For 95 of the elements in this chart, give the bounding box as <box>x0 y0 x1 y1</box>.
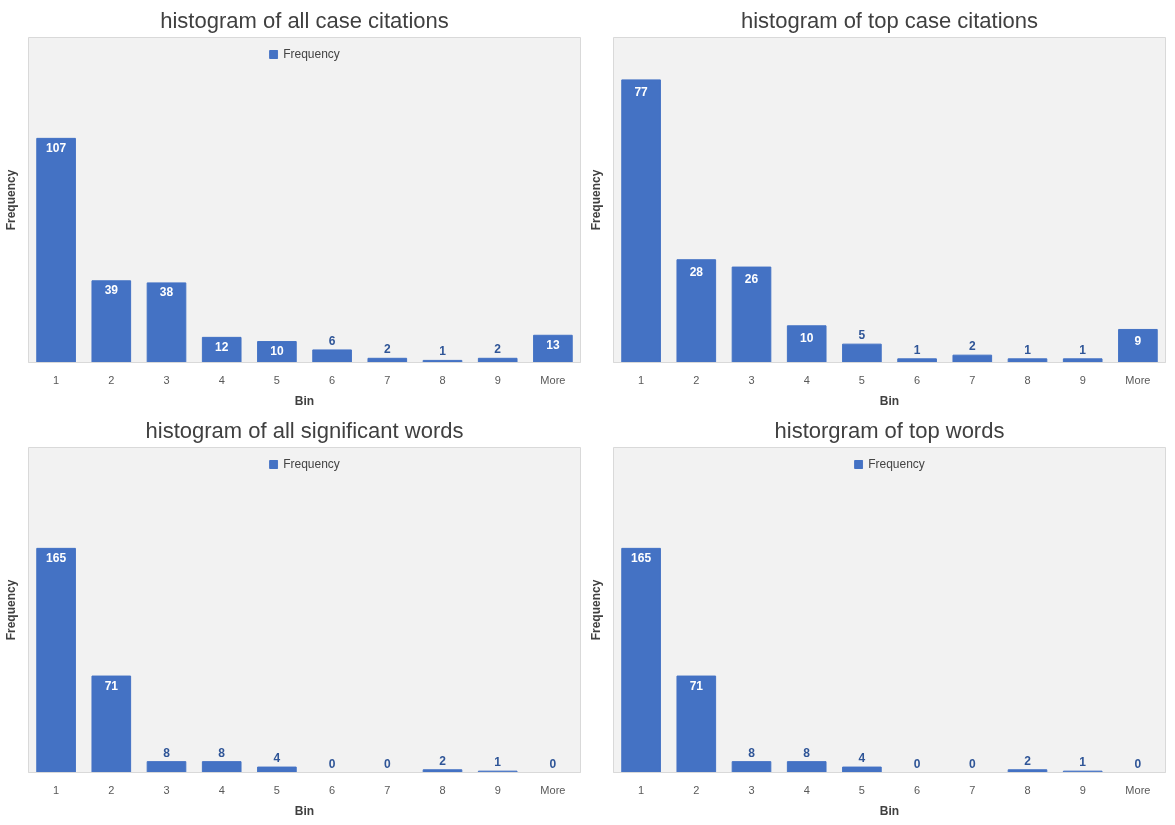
data-label: 4 <box>858 751 866 766</box>
data-label: 28 <box>689 264 704 279</box>
data-label: 0 <box>913 756 921 771</box>
x-tick-label: 6 <box>914 373 921 386</box>
y-axis-title: Frequency <box>588 169 603 231</box>
x-tick-label: 9 <box>1079 783 1086 796</box>
data-label: 1 <box>494 755 502 770</box>
data-label: 10 <box>270 344 284 359</box>
x-tick-label: 5 <box>858 373 865 386</box>
x-tick-label: 6 <box>914 783 921 796</box>
data-label: 71 <box>104 678 119 693</box>
data-label: 8 <box>218 745 226 760</box>
x-tick-label: 9 <box>494 783 501 796</box>
x-tick-label: 2 <box>108 373 115 386</box>
data-label: 0 <box>328 756 336 771</box>
data-label: 12 <box>215 339 229 354</box>
x-tick-label: 5 <box>858 783 865 796</box>
x-tick-label: More <box>540 783 566 796</box>
x-tick-label: 2 <box>693 783 700 796</box>
data-label: 165 <box>631 550 652 565</box>
x-tick-label: 7 <box>384 373 391 386</box>
x-tick-label: 4 <box>218 373 225 386</box>
x-tick-label: 3 <box>163 373 170 386</box>
data-label: 71 <box>689 678 704 693</box>
x-tick-label: More <box>1125 783 1151 796</box>
data-label: 5 <box>858 328 866 343</box>
data-label: 8 <box>163 745 171 760</box>
x-tick-label: 1 <box>53 783 60 796</box>
chart-title: histogram of all case citations <box>160 7 449 33</box>
data-label: 1 <box>439 344 447 359</box>
x-tick-label: 8 <box>1024 783 1031 796</box>
x-axis-title: Bin <box>294 393 315 408</box>
x-tick-label: 7 <box>384 783 391 796</box>
data-label: 0 <box>549 756 557 771</box>
y-axis-title: Frequency <box>3 169 18 231</box>
legend-label: Frequency <box>283 47 340 61</box>
data-label: 8 <box>748 745 756 760</box>
x-tick-label: 2 <box>693 373 700 386</box>
x-tick-label: 9 <box>1079 373 1086 386</box>
data-label: 2 <box>439 753 447 768</box>
x-tick-label: 9 <box>494 373 501 386</box>
x-tick-label: 5 <box>273 783 280 796</box>
data-label: 2 <box>1024 753 1032 768</box>
x-tick-label: 1 <box>53 373 60 386</box>
data-label: 2 <box>494 342 502 357</box>
x-tick-label: 6 <box>329 783 336 796</box>
x-tick-label: 8 <box>439 783 446 796</box>
data-label: 107 <box>46 140 67 155</box>
x-tick-label: 8 <box>439 373 446 386</box>
data-label: 13 <box>546 337 560 352</box>
x-tick-label: 4 <box>803 373 810 386</box>
data-label: 6 <box>328 333 336 348</box>
data-label: 8 <box>803 745 811 760</box>
data-label: 0 <box>968 756 976 771</box>
x-axis-title: Bin <box>294 803 315 818</box>
chart-title: histogram of all significant words <box>145 417 464 443</box>
x-tick-label: 6 <box>329 373 336 386</box>
data-label: 9 <box>1134 334 1142 349</box>
x-tick-label: 3 <box>163 783 170 796</box>
data-label: 0 <box>383 756 391 771</box>
x-tick-label: 2 <box>108 783 115 796</box>
legend-label: Frequency <box>868 457 925 471</box>
data-label: 2 <box>968 339 976 354</box>
x-axis-title: Bin <box>879 393 900 408</box>
x-tick-label: 1 <box>638 373 645 386</box>
x-tick-label: 1 <box>638 783 645 796</box>
data-label: 1 <box>913 342 921 357</box>
data-label: 1 <box>1024 342 1032 357</box>
data-label: 4 <box>273 751 281 766</box>
data-label: 10 <box>800 330 814 345</box>
data-label: 39 <box>104 283 119 298</box>
data-label: 1 <box>1079 342 1087 357</box>
data-label: 1 <box>1079 755 1087 770</box>
y-axis-title: Frequency <box>588 579 603 641</box>
chart-title: histogram of top case citations <box>740 7 1039 33</box>
x-tick-label: More <box>1125 373 1151 386</box>
legend-label: Frequency <box>283 457 340 471</box>
x-tick-label: 3 <box>748 373 755 386</box>
data-label: 165 <box>46 550 67 565</box>
data-label: 38 <box>159 285 174 300</box>
data-label: 2 <box>383 342 391 357</box>
data-label: 77 <box>634 84 649 99</box>
x-tick-label: 7 <box>969 373 976 386</box>
x-tick-label: 4 <box>218 783 225 796</box>
data-label: 0 <box>1134 756 1142 771</box>
data-label: 26 <box>744 271 759 286</box>
x-tick-label: 4 <box>803 783 810 796</box>
x-tick-label: 8 <box>1024 373 1031 386</box>
x-tick-label: More <box>540 373 566 386</box>
x-tick-label: 7 <box>969 783 976 796</box>
chart-title: historgram of top words <box>774 417 1005 443</box>
x-axis-title: Bin <box>879 803 900 818</box>
y-axis-title: Frequency <box>3 579 18 641</box>
x-tick-label: 5 <box>273 373 280 386</box>
x-tick-label: 3 <box>748 783 755 796</box>
